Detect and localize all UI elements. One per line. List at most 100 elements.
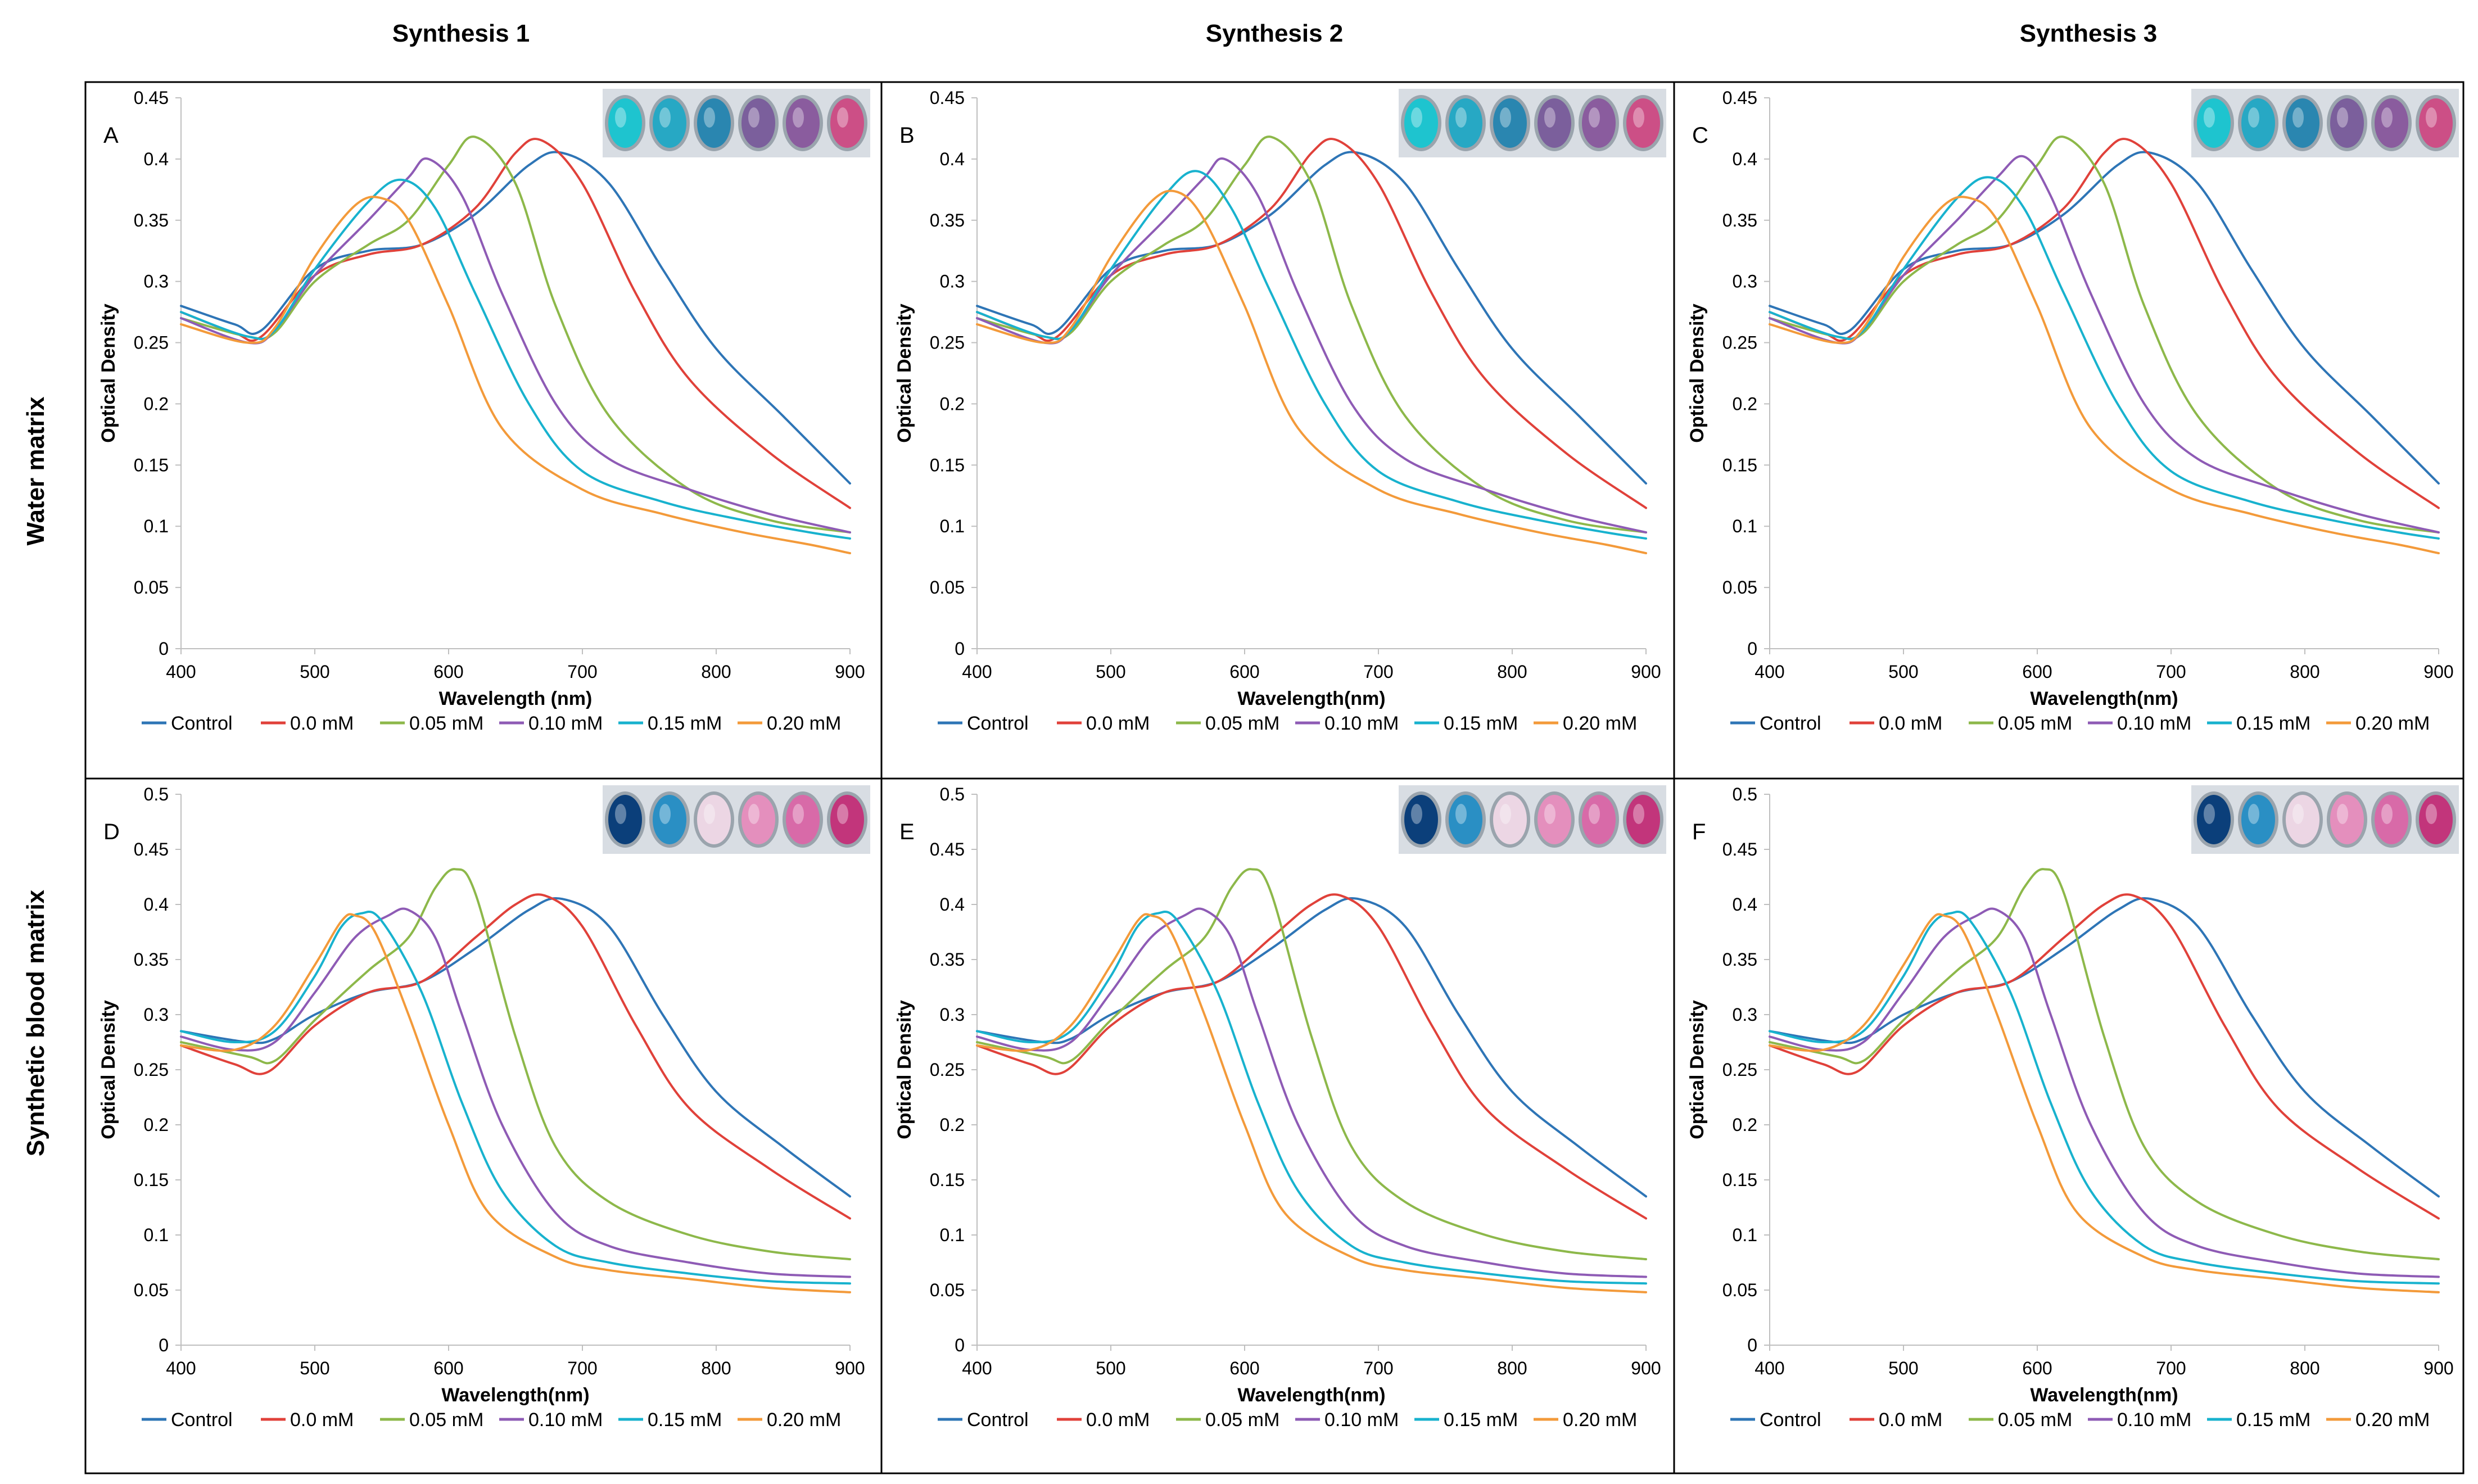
y-tick-label: 0.25 bbox=[930, 333, 965, 353]
well-solution bbox=[2375, 98, 2408, 148]
legend-item: 0.0 mM bbox=[1850, 1409, 1942, 1431]
legend-label: 0.20 mM bbox=[1563, 713, 1637, 734]
panel-letter-f: F bbox=[1692, 820, 1706, 844]
y-tick-label: 0.35 bbox=[134, 949, 169, 970]
well-highlight bbox=[2248, 804, 2259, 824]
y-tick-label: 0.4 bbox=[940, 894, 965, 915]
well-solution bbox=[608, 98, 642, 148]
y-tick-label: 0.2 bbox=[940, 393, 965, 414]
x-tick-label: 500 bbox=[1096, 1358, 1125, 1378]
x-tick-label: 800 bbox=[701, 662, 731, 682]
x-tick-label: 900 bbox=[835, 1358, 865, 1378]
y-tick-label: 0 bbox=[159, 1335, 169, 1355]
series-line-0-15-mm bbox=[976, 911, 1647, 1285]
y-tick-label: 0.35 bbox=[930, 210, 965, 230]
x-tick-label: 900 bbox=[835, 662, 865, 682]
well-plate-background bbox=[1399, 785, 1666, 854]
legend-item: 0.15 mM bbox=[618, 713, 722, 734]
legend-item: 0.05 mM bbox=[380, 713, 483, 734]
x-tick-label: 600 bbox=[433, 662, 463, 682]
well-solution bbox=[2419, 795, 2453, 844]
x-tick-label: 600 bbox=[1229, 662, 1259, 682]
well-highlight bbox=[2337, 107, 2348, 128]
legend-label: 0.10 mM bbox=[2117, 713, 2191, 734]
chart-panel-a: A 0 0.05 0.1 0.15 0.2 0.25 0.3 0.35 0.4 0.45 400 500… bbox=[98, 88, 870, 734]
well-solution bbox=[697, 795, 731, 844]
x-tick-label: 900 bbox=[1631, 662, 1661, 682]
legend-label: Control bbox=[967, 713, 1029, 734]
y-tick-label: 0.05 bbox=[134, 577, 169, 598]
series-line-0-0-mm bbox=[180, 137, 851, 509]
well-solution bbox=[608, 795, 642, 844]
y-tick-label: 0 bbox=[159, 639, 169, 659]
legend-label: Control bbox=[171, 713, 233, 734]
y-tick-label: 0.35 bbox=[1722, 949, 1757, 970]
well-plate-photo bbox=[2191, 785, 2459, 854]
panel-grid-frame bbox=[84, 81, 2465, 1474]
y-tick-label: 0.3 bbox=[144, 1005, 169, 1025]
well-highlight bbox=[1500, 804, 1511, 824]
y-tick-label: 0 bbox=[1747, 1335, 1757, 1355]
legend-item: 0.15 mM bbox=[1414, 1409, 1518, 1431]
y-tick-label: 0.45 bbox=[134, 839, 169, 859]
y-tick-label: 0.35 bbox=[134, 210, 169, 230]
well-highlight bbox=[748, 804, 759, 824]
series-line-0-10-mm bbox=[180, 907, 851, 1278]
y-tick-label: 0.5 bbox=[1733, 784, 1757, 804]
well-solution bbox=[1626, 98, 1660, 148]
legend-item: Control bbox=[1730, 713, 1821, 734]
x-tick-label: 800 bbox=[2290, 662, 2319, 682]
y-tick-label: 0.1 bbox=[144, 516, 169, 536]
x-tick-label: 800 bbox=[1497, 1358, 1527, 1378]
series-line-control bbox=[180, 151, 851, 485]
legend-item: 0.20 mM bbox=[1534, 713, 1637, 734]
chart-panel-c: C 0 0.05 0.1 0.15 0.2 0.25 0.3 0.35 0.4 0.45 400 500… bbox=[1686, 88, 2459, 734]
well-plate-photo bbox=[2191, 89, 2459, 157]
well-solution bbox=[1582, 98, 1616, 148]
x-tick-label: 500 bbox=[1096, 662, 1125, 682]
legend-label: 0.10 mM bbox=[1324, 1409, 1399, 1431]
legend-item: 0.10 mM bbox=[1295, 713, 1399, 734]
x-tick-label: 800 bbox=[2290, 1358, 2319, 1378]
well-highlight bbox=[615, 107, 626, 128]
series-line-0-20-mm bbox=[1769, 913, 2440, 1293]
legend-label: 0.10 mM bbox=[1324, 713, 1399, 734]
well-plate-background bbox=[2191, 785, 2459, 854]
y-tick-label: 0.45 bbox=[930, 88, 965, 108]
well-highlight bbox=[704, 804, 715, 824]
well-plate-photo bbox=[1399, 785, 1666, 854]
legend-item: 0.20 mM bbox=[738, 1409, 841, 1431]
y-axis-title: Optical Density bbox=[98, 304, 119, 443]
well-solution bbox=[1626, 795, 1660, 844]
well-solution bbox=[2330, 98, 2364, 148]
y-axis-title: Optical Density bbox=[894, 304, 915, 443]
chart-panel-e: E 0 0.05 0.1 0.15 0.2 0.25 0.3 0.35 0.4 0.45 0.5 400… bbox=[894, 784, 1666, 1431]
well-highlight bbox=[1500, 107, 1511, 128]
y-tick-label: 0.05 bbox=[930, 1280, 965, 1300]
series-line-0-15-mm bbox=[976, 170, 1647, 540]
well-solution bbox=[653, 98, 686, 148]
series-line-0-0-mm bbox=[976, 893, 1647, 1220]
legend-item: 0.10 mM bbox=[1295, 1409, 1399, 1431]
x-tick-label: 500 bbox=[300, 1358, 329, 1378]
well-solution bbox=[2241, 795, 2275, 844]
legend-item: 0.05 mM bbox=[1969, 713, 2072, 734]
x-axis-title: Wavelength(nm) bbox=[1237, 688, 1385, 709]
well-highlight bbox=[1455, 804, 1467, 824]
legend-label: 0.0 mM bbox=[1879, 1409, 1942, 1431]
y-axis-title: Optical Density bbox=[894, 1000, 915, 1139]
y-tick-label: 0.2 bbox=[144, 1115, 169, 1135]
well-highlight bbox=[837, 804, 848, 824]
legend-item: 0.05 mM bbox=[1176, 1409, 1279, 1431]
legend-item: 0.10 mM bbox=[499, 713, 603, 734]
x-axis-title: Wavelength(nm) bbox=[441, 1385, 589, 1406]
well-highlight bbox=[659, 107, 671, 128]
series-line-0-20-mm bbox=[1769, 196, 2440, 555]
series-line-0-15-mm bbox=[180, 178, 851, 540]
x-tick-label: 400 bbox=[962, 662, 992, 682]
legend-item: 0.20 mM bbox=[2326, 713, 2430, 734]
well-solution bbox=[830, 795, 864, 844]
well-highlight bbox=[2381, 107, 2393, 128]
well-highlight bbox=[2381, 804, 2393, 824]
